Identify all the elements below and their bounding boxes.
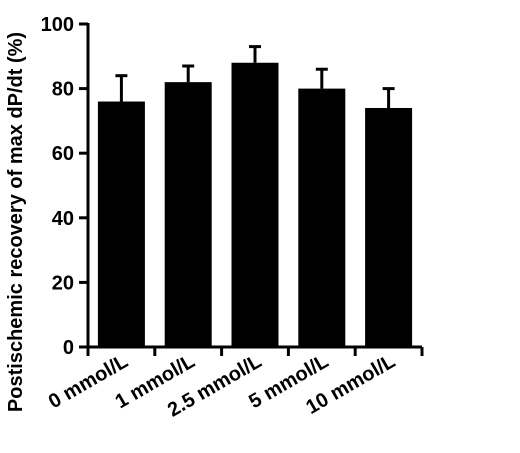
bar	[97, 101, 145, 348]
bar	[298, 88, 346, 347]
bar	[365, 107, 413, 347]
bars	[97, 45, 413, 348]
y-tick-label: 60	[52, 143, 74, 165]
y-tick-label: 20	[52, 272, 74, 294]
bar	[164, 82, 212, 347]
y-tick-label: 0	[63, 337, 74, 359]
y-axis: 0 20 40 60 80 100	[41, 14, 90, 359]
y-tick-label: 40	[52, 208, 74, 230]
y-tick-label: 100	[41, 14, 74, 36]
bar	[231, 62, 279, 347]
y-axis-label: Postischemic recovery of max dP/dt (%)	[5, 32, 27, 412]
y-tick-label: 80	[52, 79, 74, 101]
x-axis: 0 mmol/L1 mmol/L2.5 mmol/L5 mmol/L10 mmo…	[45, 345, 424, 422]
